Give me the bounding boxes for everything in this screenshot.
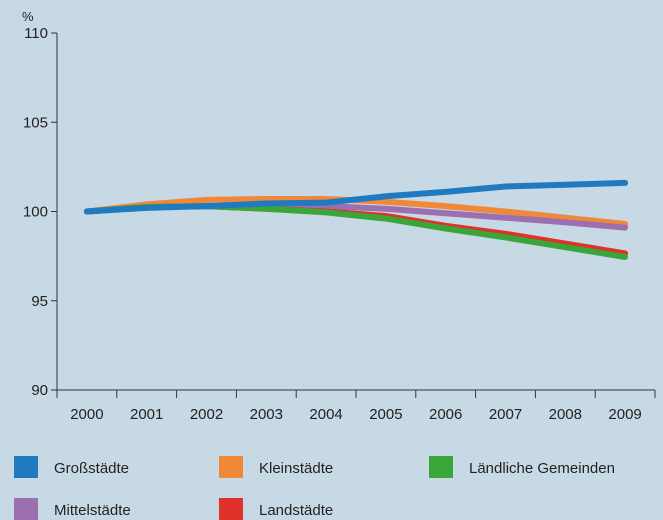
x-tick-label: 2000 [70, 406, 103, 423]
legend-label: Kleinstädte [259, 460, 333, 477]
legend-label: Landstädte [259, 502, 333, 519]
y-tick-label: 110 [24, 25, 48, 42]
y-tick-label: 95 [31, 293, 48, 310]
x-tick-label: 2001 [130, 406, 163, 423]
x-tick-label: 2005 [369, 406, 402, 423]
series-line-0 [83, 179, 629, 215]
legend-label: Ländliche Gemeinden [469, 460, 615, 477]
x-tick-label: 2006 [429, 406, 462, 423]
y-tick-label: 90 [31, 382, 48, 399]
legend-swatch [14, 498, 38, 520]
x-tick-label: 2003 [250, 406, 283, 423]
axis-layer: 90 95 100 105 110% 2000 2001 2002 2003 2004 2005 20… [22, 9, 656, 423]
series-layer [83, 179, 629, 260]
legend-swatch [219, 456, 243, 478]
y-tick-label: 100 [23, 204, 48, 221]
legend-swatch [219, 498, 243, 520]
legend-label: Großstädte [54, 460, 129, 477]
legend-swatch [429, 456, 453, 478]
x-tick-label: 2009 [608, 406, 641, 423]
legend-swatch [14, 456, 38, 478]
y-axis-unit-label: % [22, 9, 34, 24]
x-tick-label: 2007 [489, 406, 522, 423]
y-tick-label: 105 [23, 114, 48, 131]
x-tick-label: 2004 [309, 406, 342, 423]
legend-label: Mittelstädte [54, 502, 131, 519]
x-tick-label: 2008 [549, 406, 582, 423]
x-tick-label: 2002 [190, 406, 223, 423]
legend-layer: Großstädte Kleinstädte Ländliche Gemeinden… [14, 456, 615, 520]
